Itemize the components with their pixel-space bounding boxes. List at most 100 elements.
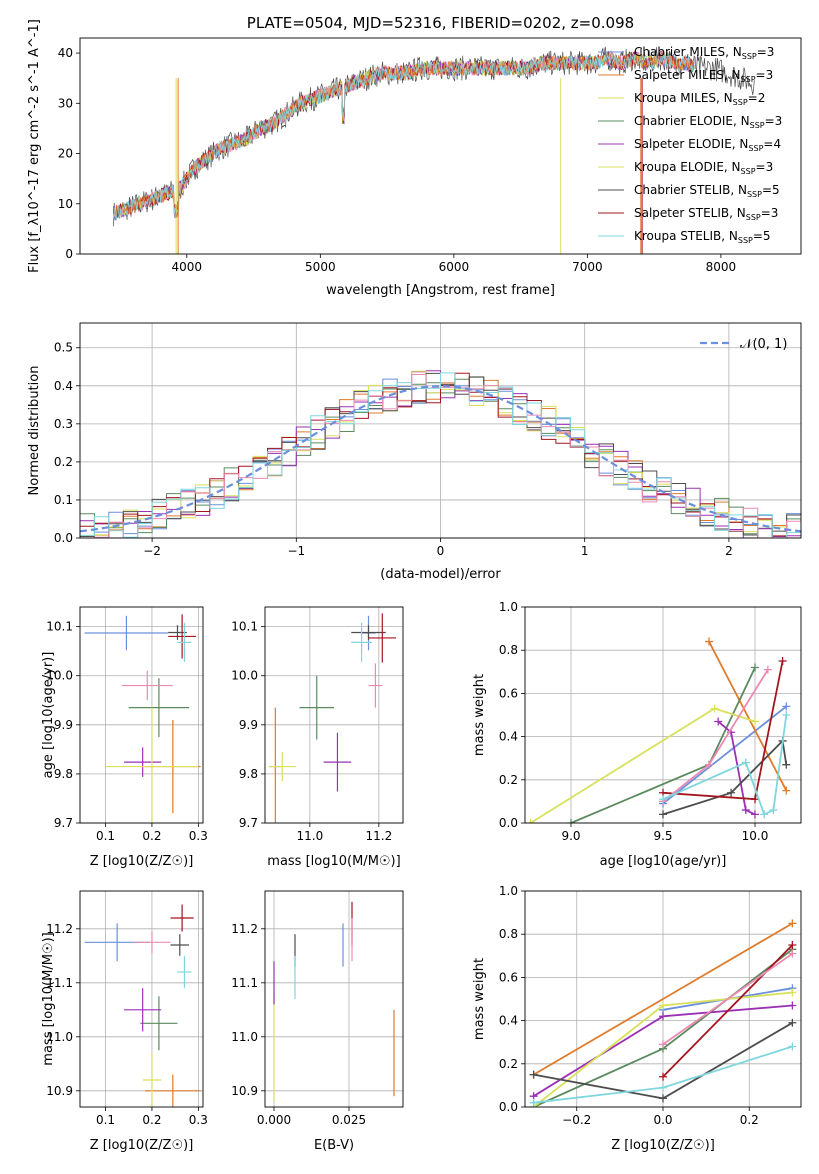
plot-area <box>273 901 395 1102</box>
x-tick-label: 9.5 <box>653 829 672 843</box>
y-tick-label: 0.0 <box>499 816 518 830</box>
legend-subscript: SSP <box>746 213 761 222</box>
weight-marker <box>751 717 759 726</box>
y-tick-label: 9.8 <box>54 767 73 781</box>
weight-marker <box>659 795 667 804</box>
legend-subscript: SSP <box>747 190 762 199</box>
x-tick-label: 0.000 <box>257 1113 291 1127</box>
y-tick-label: 0.0 <box>54 531 73 545</box>
x-axis-label: Z [log10(Z/Z☉)] <box>90 854 194 869</box>
y-tick-label: 9.7 <box>239 816 258 830</box>
weight-marker <box>659 1083 667 1092</box>
x-tick-label: 4000 <box>172 260 203 274</box>
y-tick-label: 9.9 <box>239 718 258 732</box>
weight-marker <box>659 810 667 819</box>
weight-marker <box>782 702 791 711</box>
legend-entry: Kroupa MILES, NSSP=2 <box>634 91 765 107</box>
x-tick-label: 0.2 <box>740 1113 759 1127</box>
weight-marker <box>659 1094 667 1103</box>
y-tick-label: 0.2 <box>499 773 518 787</box>
weight-marker <box>788 1042 797 1051</box>
legend-subscript: SSP <box>742 52 757 61</box>
plot-area <box>84 614 201 823</box>
y-tick-label: 0.6 <box>499 970 518 984</box>
x-tick-label: 0.1 <box>96 829 115 843</box>
y-tick-label: 10.0 <box>46 669 73 683</box>
y-tick-label: 40 <box>58 46 73 60</box>
axes-frame <box>524 890 802 1108</box>
weight-marker <box>526 819 535 823</box>
x-tick-label: 6000 <box>439 260 470 274</box>
legend-suffix: =3 <box>757 45 775 59</box>
legend-entry: Kroupa ELODIE, NSSP=3 <box>634 160 773 176</box>
weight-marker <box>760 810 769 819</box>
legend-subscript: SSP <box>741 167 756 176</box>
legend-subscript: SSP <box>741 75 756 84</box>
x-tick-label: −1 <box>287 544 305 558</box>
weight-marker <box>714 717 723 726</box>
x-axis-label: (data-model)/error <box>380 567 501 582</box>
mass-vs-ebv-panel: 0.000 0.025 10.9 11.0 11.1 11.2 E(B-V) <box>231 890 404 1153</box>
x-tick-label: 5000 <box>305 260 336 274</box>
axes-frame <box>79 37 802 255</box>
weight-marker <box>788 1018 797 1027</box>
histogram-step <box>80 372 801 538</box>
y-tick-label: 10.1 <box>46 620 73 634</box>
axes-frame <box>264 606 404 824</box>
y-tick-label: 0.2 <box>54 455 73 469</box>
weight-marker <box>769 806 778 815</box>
y-tick-label: 9.8 <box>239 767 258 781</box>
x-tick-label: 0 <box>437 544 445 558</box>
legend-subscript: SSP <box>738 236 753 245</box>
y-tick-label: 20 <box>58 147 73 161</box>
weight-marker <box>659 1001 667 1010</box>
x-tick-label: −2 <box>143 544 161 558</box>
weight-line <box>662 952 793 1046</box>
x-axis-label: age [log10(age/yr)] <box>600 854 727 869</box>
x-axis-label: wavelength [Angstrom, rest frame] <box>326 283 555 298</box>
y-tick-label: 0.8 <box>499 927 518 941</box>
y-tick-label: 10.9 <box>46 1084 73 1098</box>
y-tick-label: 10.0 <box>231 669 258 683</box>
y-tick-label: 11.0 <box>231 1030 258 1044</box>
weight-marker <box>567 819 575 823</box>
plot-area <box>526 637 791 823</box>
legend-text: Salpeter MILES, N <box>634 68 741 82</box>
y-axis-label: mass weight <box>472 674 487 756</box>
weight-marker <box>659 1040 667 1049</box>
legend-entry: Kroupa STELIB, NSSP=5 <box>634 229 771 245</box>
plot-area <box>529 919 797 1107</box>
plot-area <box>268 613 397 823</box>
age-vs-mass-panel: 11.0 11.2 9.7 9.8 9.9 10.0 10.1 mass [log10(M/M… <box>231 606 404 869</box>
spectrum-line <box>113 51 695 221</box>
y-tick-label: 9.7 <box>54 816 73 830</box>
weight-line <box>533 922 793 1076</box>
x-tick-label: 11.2 <box>365 829 392 843</box>
y-axis-label: mass weight <box>472 958 487 1040</box>
weight-marker <box>788 1001 797 1010</box>
y-tick-label: 10.9 <box>231 1084 258 1098</box>
weight-marker <box>782 760 791 769</box>
x-tick-label: 10.0 <box>742 829 769 843</box>
y-axis-label: mass [log10(M/M☉)] <box>41 932 56 1065</box>
x-axis-label: Z [log10(Z/Z☉)] <box>611 1138 715 1153</box>
weight-marker <box>788 949 797 958</box>
y-tick-label: 0.1 <box>54 493 73 507</box>
legend-text: Chabrier STELIB, N <box>634 183 747 197</box>
plot-area <box>113 46 755 254</box>
legend-text: Kroupa ELODIE, N <box>634 160 741 174</box>
y-tick-label: 1.0 <box>499 600 518 614</box>
legend-subscript: SSP <box>748 144 763 153</box>
plot-area <box>80 370 801 538</box>
y-tick-label: 11.1 <box>46 976 73 990</box>
legend-suffix: =3 <box>761 206 779 220</box>
y-tick-label: 0.6 <box>499 686 518 700</box>
y-tick-label: 0.4 <box>499 730 518 744</box>
y-tick-label: 0.2 <box>499 1057 518 1071</box>
legend-entry: Chabrier ELODIE, NSSP=3 <box>634 114 782 130</box>
weight-marker <box>751 663 759 672</box>
weight-marker <box>788 919 797 928</box>
weight-vs-z-panel: −0.2 0.0 0.2 0.0 0.2 0.4 0.6 0.8 1.0 Z [log10(Z/Z… <box>472 884 802 1153</box>
weight-marker <box>741 758 750 767</box>
